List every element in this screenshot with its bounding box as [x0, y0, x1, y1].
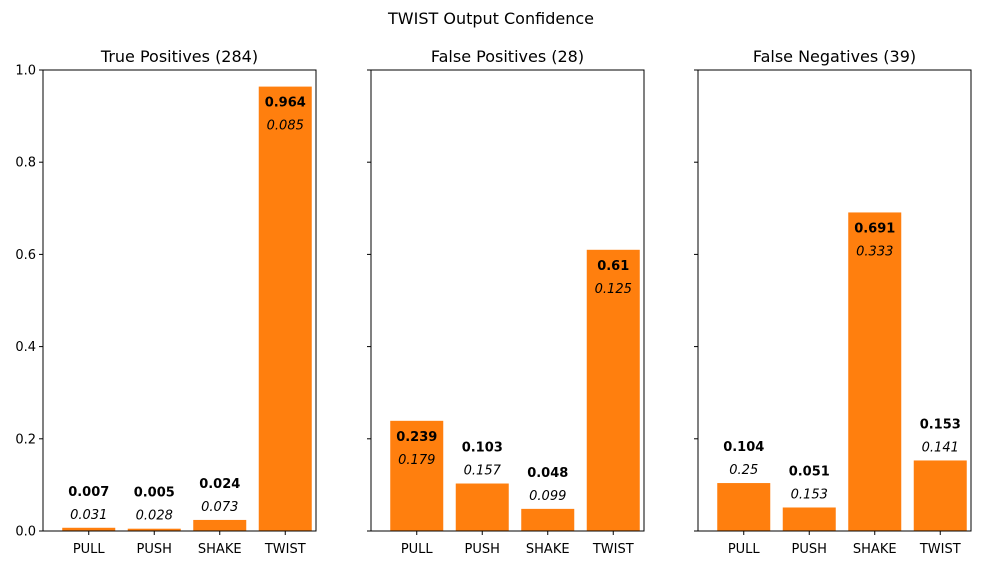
value-label: 0.691 — [854, 221, 895, 236]
std-label: 0.028 — [136, 509, 173, 524]
std-label: 0.085 — [267, 119, 304, 134]
bar-twist — [913, 460, 967, 531]
y-tick-label: 0.8 — [15, 156, 36, 171]
axes-frame — [370, 69, 645, 532]
value-label: 0.61 — [597, 259, 629, 274]
panel-1: True Positives (284) 0.0 0.2 0.4 0.6 0.8 1.0 PU… — [15, 47, 317, 557]
axes-frame — [42, 69, 317, 532]
value-label: 0.024 — [199, 477, 240, 492]
panel-3: False Negatives (39) PULL 0.104 0.25 PUSH 0.0… — [694, 47, 972, 557]
x-tick-label: PUSH — [792, 542, 827, 557]
std-label: 0.153 — [791, 487, 828, 502]
y-tick-label: 0.4 — [15, 340, 36, 355]
bar-shake — [848, 212, 902, 531]
bar-pull — [717, 483, 771, 531]
value-label: 0.964 — [265, 96, 306, 111]
panel-title: True Positives (284) — [100, 47, 258, 66]
bar-shake — [521, 508, 575, 531]
bar-pull — [62, 527, 116, 531]
std-label: 0.157 — [464, 464, 502, 479]
std-label: 0.031 — [70, 508, 107, 523]
value-label: 0.153 — [920, 417, 961, 432]
y-tick-label: 1.0 — [15, 64, 36, 79]
value-label: 0.239 — [396, 430, 437, 445]
x-tick-label: SHAKE — [526, 542, 570, 557]
value-label: 0.005 — [134, 486, 175, 501]
std-label: 0.125 — [595, 282, 632, 297]
std-label: 0.25 — [729, 463, 758, 478]
y-tick-label: 0.0 — [15, 525, 36, 540]
bar-push — [455, 483, 509, 531]
std-label: 0.179 — [398, 453, 435, 468]
value-label: 0.051 — [789, 464, 830, 479]
x-tick-label: TWIST — [919, 542, 961, 557]
bar-twist — [258, 86, 312, 531]
panel-2: False Positives (28) PULL 0.239 0.179 PUSH 0.… — [367, 47, 645, 557]
panel-title: False Negatives (39) — [753, 47, 916, 66]
y-tick-label: 0.6 — [15, 248, 36, 263]
bar-push — [782, 507, 836, 531]
value-label: 0.104 — [723, 440, 764, 455]
x-tick-label: PULL — [401, 542, 434, 557]
x-tick-label: PULL — [73, 542, 106, 557]
y-tick-label: 0.2 — [15, 432, 36, 447]
value-label: 0.048 — [527, 466, 568, 481]
bar-pull — [390, 420, 444, 531]
x-tick-label: PUSH — [137, 542, 172, 557]
x-tick-label: TWIST — [592, 542, 634, 557]
bar-twist — [586, 249, 640, 532]
std-label: 0.333 — [856, 244, 893, 259]
axes-frame — [697, 69, 972, 532]
bar-push — [127, 528, 181, 531]
x-tick-label: SHAKE — [198, 542, 242, 557]
x-tick-label: PUSH — [465, 542, 500, 557]
std-label: 0.073 — [201, 500, 238, 515]
value-label: 0.007 — [68, 485, 109, 500]
value-label: 0.103 — [462, 441, 503, 456]
x-tick-label: SHAKE — [853, 542, 897, 557]
panel-title: False Positives (28) — [431, 47, 584, 66]
bar-shake — [193, 519, 247, 531]
x-tick-label: PULL — [728, 542, 761, 557]
std-label: 0.141 — [922, 440, 959, 455]
x-tick-label: TWIST — [264, 542, 306, 557]
figure-title: TWIST Output Confidence — [387, 9, 594, 28]
std-label: 0.099 — [529, 489, 566, 504]
